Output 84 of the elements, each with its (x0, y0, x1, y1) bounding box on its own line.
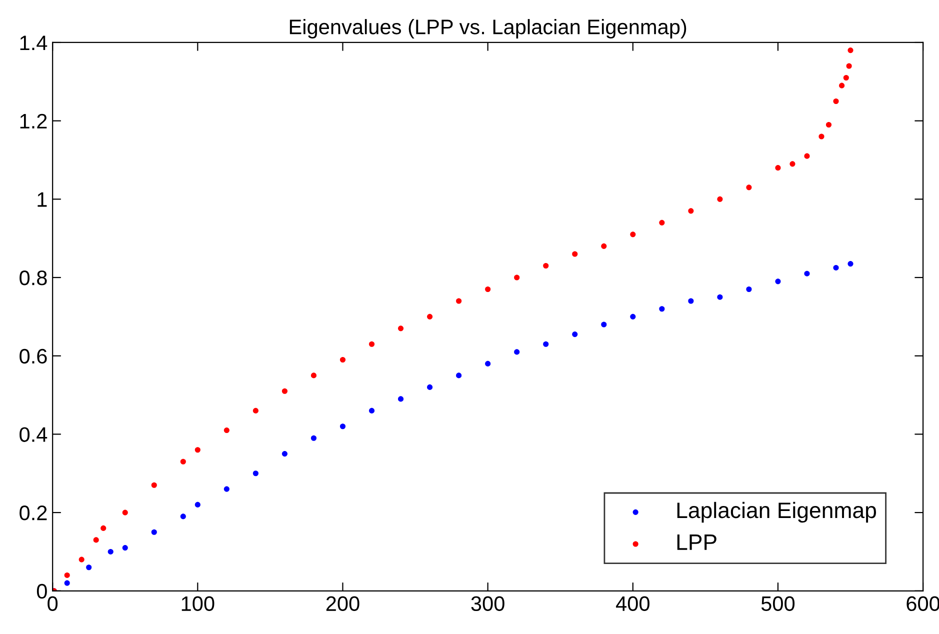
point (659, 306, 665, 312)
point (746, 184, 752, 190)
chart-title: Eigenvalues (LPP vs. Laplacian Eigenmap) (290, 19, 686, 38)
point (252, 408, 258, 414)
point (543, 262, 549, 269)
point (746, 286, 752, 292)
point (485, 360, 491, 366)
point (93, 537, 99, 543)
point (514, 274, 520, 280)
point (151, 482, 157, 488)
point (601, 322, 607, 328)
y-tick-label: 1.4 (20, 36, 48, 50)
point (64, 572, 70, 578)
point (368, 341, 375, 347)
point (456, 372, 462, 378)
point (843, 74, 849, 81)
point (64, 580, 70, 586)
point (543, 341, 549, 347)
y-tick-label: 0.4 (20, 427, 48, 442)
y-tick-label: 0 (36, 584, 47, 599)
x-tick-label: 300 (471, 596, 504, 612)
point (688, 208, 694, 214)
point (630, 232, 636, 238)
point (572, 251, 578, 257)
point (122, 545, 128, 551)
point (78, 556, 84, 562)
point (122, 510, 128, 516)
x-tick-label: 0 (48, 596, 58, 612)
point (775, 278, 781, 284)
point (340, 424, 346, 430)
point (310, 372, 316, 378)
legend-label: LPP (677, 534, 716, 550)
point (601, 243, 607, 249)
y-tick-label: 1 (38, 192, 47, 207)
point (775, 165, 781, 171)
point (252, 470, 258, 476)
point (846, 63, 852, 69)
point (839, 82, 845, 88)
point (310, 435, 316, 441)
point (804, 270, 810, 276)
point (826, 122, 832, 128)
point (340, 356, 346, 363)
y-tick-label: 0.8 (20, 270, 47, 286)
legend-label: Laplacian Eigenmap (677, 502, 876, 523)
point (804, 153, 810, 159)
x-tick-label: 500 (761, 596, 795, 612)
y-tick-label: 0.2 (20, 506, 47, 520)
point (485, 286, 491, 292)
point (790, 161, 796, 167)
point (833, 98, 839, 104)
point (688, 298, 694, 304)
point (180, 458, 186, 464)
x-tick-label: 400 (616, 596, 650, 612)
point (224, 428, 230, 434)
point (194, 447, 200, 453)
point (848, 261, 854, 267)
point (427, 384, 433, 390)
point (398, 326, 404, 332)
point (282, 451, 288, 457)
point (108, 548, 114, 554)
point (717, 294, 723, 300)
point (282, 388, 288, 394)
point (848, 48, 854, 54)
point (818, 134, 824, 140)
point (659, 220, 665, 226)
point (194, 502, 200, 508)
point (180, 514, 186, 520)
point (456, 298, 462, 304)
point (630, 314, 636, 320)
point (224, 486, 230, 492)
y-tick-label: 0.6 (20, 348, 47, 364)
x-tick-label: 100 (182, 596, 214, 612)
point (427, 314, 433, 320)
y-tick-label: 1.2 (20, 114, 47, 128)
point (151, 529, 157, 535)
point (514, 349, 520, 355)
point (368, 408, 375, 414)
point (717, 196, 723, 202)
point (100, 525, 106, 531)
point (572, 332, 578, 338)
point (86, 564, 92, 570)
x-tick-label: 200 (326, 596, 360, 612)
point (833, 264, 839, 270)
point (398, 396, 404, 402)
